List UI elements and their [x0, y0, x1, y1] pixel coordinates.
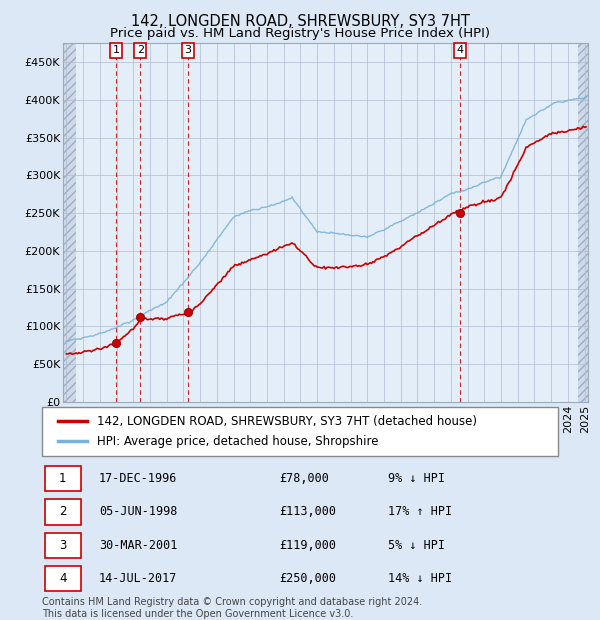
Text: 2: 2: [59, 505, 67, 518]
FancyBboxPatch shape: [44, 466, 81, 491]
Text: 5% ↓ HPI: 5% ↓ HPI: [388, 539, 445, 552]
Text: £119,000: £119,000: [280, 539, 337, 552]
Bar: [578, 43, 588, 402]
FancyBboxPatch shape: [44, 499, 81, 525]
Text: 1: 1: [112, 45, 119, 55]
Text: 9% ↓ HPI: 9% ↓ HPI: [388, 472, 445, 485]
FancyBboxPatch shape: [42, 407, 558, 456]
Text: 4: 4: [457, 45, 463, 55]
Text: 14% ↓ HPI: 14% ↓ HPI: [388, 572, 452, 585]
Text: Price paid vs. HM Land Registry's House Price Index (HPI): Price paid vs. HM Land Registry's House …: [110, 27, 490, 40]
Text: 17-DEC-1996: 17-DEC-1996: [99, 472, 177, 485]
FancyBboxPatch shape: [44, 533, 81, 558]
Text: 30-MAR-2001: 30-MAR-2001: [99, 539, 177, 552]
Text: £78,000: £78,000: [280, 472, 329, 485]
FancyBboxPatch shape: [44, 566, 81, 591]
Text: Contains HM Land Registry data © Crown copyright and database right 2024.
This d: Contains HM Land Registry data © Crown c…: [42, 597, 422, 619]
Text: 4: 4: [59, 572, 67, 585]
Text: 3: 3: [59, 539, 67, 552]
Text: £250,000: £250,000: [280, 572, 337, 585]
Text: 17% ↑ HPI: 17% ↑ HPI: [388, 505, 452, 518]
Text: 05-JUN-1998: 05-JUN-1998: [99, 505, 177, 518]
Text: 14-JUL-2017: 14-JUL-2017: [99, 572, 177, 585]
Text: 2: 2: [137, 45, 144, 55]
Text: 142, LONGDEN ROAD, SHREWSBURY, SY3 7HT: 142, LONGDEN ROAD, SHREWSBURY, SY3 7HT: [131, 14, 469, 29]
Text: 3: 3: [184, 45, 191, 55]
Text: 1: 1: [59, 472, 67, 485]
Text: £113,000: £113,000: [280, 505, 337, 518]
Bar: [63, 43, 76, 402]
Legend: 142, LONGDEN ROAD, SHREWSBURY, SY3 7HT (detached house), HPI: Average price, det: 142, LONGDEN ROAD, SHREWSBURY, SY3 7HT (…: [53, 410, 481, 453]
